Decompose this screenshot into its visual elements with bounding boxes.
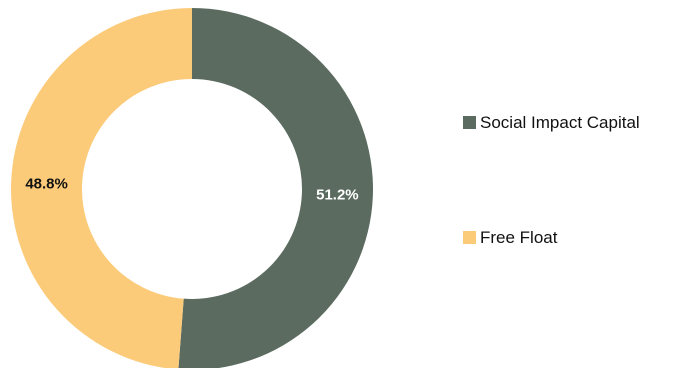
legend-swatch-social-impact-capital (463, 116, 476, 129)
donut-slice-labels: 51.2% 48.8% (25, 176, 358, 204)
donut-slices (11, 8, 373, 368)
slice-free-float (11, 8, 192, 368)
legend-item-free-float: Free Float (463, 228, 558, 247)
legend-item-social-impact-capital: Social Impact Capital (463, 113, 640, 132)
legend-label-social-impact-capital: Social Impact Capital (480, 113, 640, 132)
slice-label-social-impact-capital: 51.2% (316, 186, 359, 203)
legend-swatch-free-float (463, 231, 476, 244)
slice-social-impact-capital (178, 8, 373, 368)
legend-label-free-float: Free Float (480, 228, 558, 247)
slice-label-free-float: 48.8% (25, 176, 68, 193)
chart-legend: Social Impact Capital Free Float (463, 113, 640, 247)
